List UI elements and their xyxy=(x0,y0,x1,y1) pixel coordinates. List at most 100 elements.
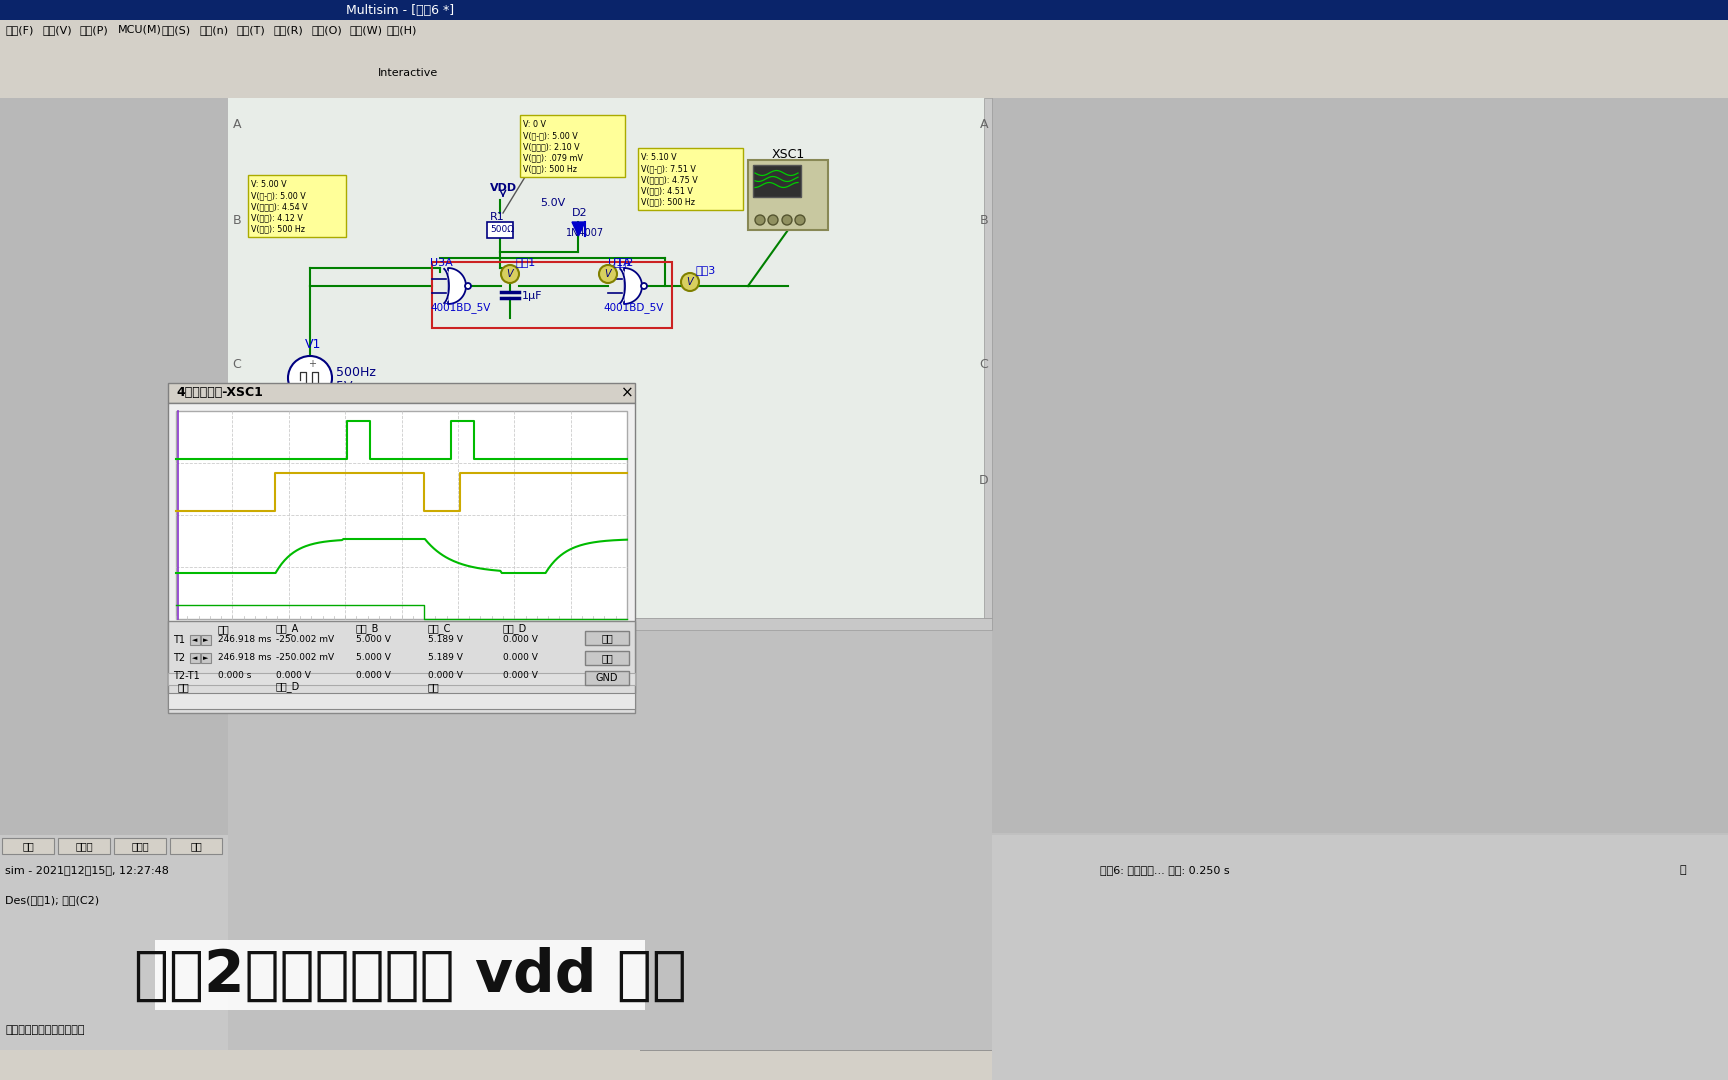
Text: V(直流): .079 mV: V(直流): .079 mV xyxy=(524,153,582,162)
FancyBboxPatch shape xyxy=(0,62,1728,84)
FancyBboxPatch shape xyxy=(0,21,1728,40)
Text: 5.000 V: 5.000 V xyxy=(356,653,391,662)
FancyBboxPatch shape xyxy=(487,222,513,238)
FancyBboxPatch shape xyxy=(114,838,166,854)
Text: 4001BD_5V: 4001BD_5V xyxy=(430,302,491,313)
Text: V(有效値): 2.10 V: V(有效値): 2.10 V xyxy=(524,141,579,151)
Circle shape xyxy=(795,215,805,225)
Text: 设的6: 正在仿真... 传达: 0.250 s: 设的6: 正在仿真... 传达: 0.250 s xyxy=(1101,865,1230,875)
FancyBboxPatch shape xyxy=(200,653,211,663)
FancyBboxPatch shape xyxy=(249,175,346,237)
FancyBboxPatch shape xyxy=(0,1050,1728,1080)
Text: Multisim - [设的6 *]: Multisim - [设的6 *] xyxy=(346,3,454,16)
Text: 5.189 V: 5.189 V xyxy=(429,635,463,645)
Text: 报告(R): 报告(R) xyxy=(275,25,304,35)
Polygon shape xyxy=(572,222,586,237)
Text: T1: T1 xyxy=(173,635,185,645)
Text: 246.918 ms: 246.918 ms xyxy=(218,635,271,645)
Text: 通道_D: 通道_D xyxy=(276,681,301,692)
Circle shape xyxy=(783,215,791,225)
Text: +: + xyxy=(308,359,316,369)
Text: 窗口(W): 窗口(W) xyxy=(349,25,382,35)
Circle shape xyxy=(641,283,646,289)
Text: 探鄴1: 探鄴1 xyxy=(517,257,536,267)
FancyBboxPatch shape xyxy=(169,838,221,854)
Text: 通道_D: 通道_D xyxy=(503,623,527,634)
Text: 工具(T): 工具(T) xyxy=(237,25,266,35)
FancyBboxPatch shape xyxy=(228,98,992,618)
FancyBboxPatch shape xyxy=(586,671,629,685)
FancyBboxPatch shape xyxy=(0,84,1728,98)
Text: GND: GND xyxy=(596,673,619,683)
Text: 时基: 时基 xyxy=(178,681,190,692)
Text: R1: R1 xyxy=(491,212,505,222)
Text: 4通道示波器-XSC1: 4通道示波器-XSC1 xyxy=(176,387,263,400)
Text: 文件(F): 文件(F) xyxy=(5,25,33,35)
Text: 1N4007: 1N4007 xyxy=(567,228,605,238)
Text: 通道_B: 通道_B xyxy=(356,623,380,634)
Text: B: B xyxy=(233,214,242,227)
Text: 5.0V: 5.0V xyxy=(539,198,565,208)
Text: 触发: 触发 xyxy=(429,681,439,692)
Text: V1: V1 xyxy=(306,337,321,351)
Polygon shape xyxy=(448,268,467,303)
Text: V: V xyxy=(506,269,513,279)
Text: U1A: U1A xyxy=(608,258,631,268)
Circle shape xyxy=(289,356,332,400)
Text: ►: ► xyxy=(204,637,209,643)
FancyBboxPatch shape xyxy=(0,98,228,939)
Text: sim - 2021年12月15日, 12:27:48: sim - 2021年12月15日, 12:27:48 xyxy=(5,865,169,875)
FancyBboxPatch shape xyxy=(168,403,634,693)
Text: 在这里输入你要搜索的内容: 在这里输入你要搜索的内容 xyxy=(5,1025,85,1035)
FancyBboxPatch shape xyxy=(168,693,634,708)
Text: V(频率): 500 Hz: V(频率): 500 Hz xyxy=(251,224,306,233)
FancyBboxPatch shape xyxy=(983,98,992,618)
Text: V: 5.10 V: V: 5.10 V xyxy=(641,153,677,162)
FancyBboxPatch shape xyxy=(168,383,634,403)
Text: -250.002 mV: -250.002 mV xyxy=(276,635,334,645)
Text: C: C xyxy=(233,359,242,372)
FancyBboxPatch shape xyxy=(638,148,743,210)
Text: Interactive: Interactive xyxy=(378,68,439,78)
Text: V: V xyxy=(605,269,612,279)
FancyBboxPatch shape xyxy=(753,165,802,197)
Text: 通道_C: 通道_C xyxy=(429,623,451,634)
Text: 0.000 V: 0.000 V xyxy=(276,672,311,680)
Text: 500Hz: 500Hz xyxy=(335,365,377,378)
FancyBboxPatch shape xyxy=(992,98,1728,833)
Text: T2: T2 xyxy=(173,653,185,663)
FancyBboxPatch shape xyxy=(168,621,634,713)
FancyBboxPatch shape xyxy=(0,835,228,1080)
Text: Des(探鄱1); 位置(C2): Des(探鄱1); 位置(C2) xyxy=(5,895,98,905)
Text: 0.000 V: 0.000 V xyxy=(503,635,537,645)
Text: 4001BD_5V: 4001BD_5V xyxy=(603,302,664,313)
FancyBboxPatch shape xyxy=(59,838,111,854)
Text: ×: × xyxy=(620,386,634,401)
Text: D: D xyxy=(232,473,242,486)
FancyBboxPatch shape xyxy=(200,635,211,645)
FancyBboxPatch shape xyxy=(228,618,992,630)
Text: 1μF: 1μF xyxy=(522,291,543,301)
Text: 通道_A: 通道_A xyxy=(276,623,299,634)
Text: 数码层: 数码层 xyxy=(131,841,149,851)
FancyBboxPatch shape xyxy=(992,835,1728,1080)
Text: 帮助(H): 帮助(H) xyxy=(387,25,416,35)
Text: V(有效値): 4.54 V: V(有效値): 4.54 V xyxy=(251,202,308,211)
Text: 元器件: 元器件 xyxy=(76,841,93,851)
Text: 仿真(S): 仿真(S) xyxy=(161,25,190,35)
Text: 探鄴3: 探鄴3 xyxy=(696,265,715,275)
Text: D2: D2 xyxy=(572,208,588,218)
Text: -250.002 mV: -250.002 mV xyxy=(276,653,334,662)
Text: 视图(V): 视图(V) xyxy=(43,25,73,35)
Text: 5V: 5V xyxy=(335,379,353,392)
FancyBboxPatch shape xyxy=(0,1050,639,1080)
Text: U3A: U3A xyxy=(430,258,453,268)
Text: V(频率): 500 Hz: V(频率): 500 Hz xyxy=(641,197,695,206)
FancyBboxPatch shape xyxy=(168,673,634,685)
FancyBboxPatch shape xyxy=(0,40,1728,62)
Polygon shape xyxy=(624,268,643,303)
Text: 反向: 反向 xyxy=(601,633,613,643)
Text: 500Ω: 500Ω xyxy=(491,226,513,234)
Text: V(峐-峐): 5.00 V: V(峐-峐): 5.00 V xyxy=(524,131,577,140)
Text: 时间: 时间 xyxy=(218,624,230,634)
